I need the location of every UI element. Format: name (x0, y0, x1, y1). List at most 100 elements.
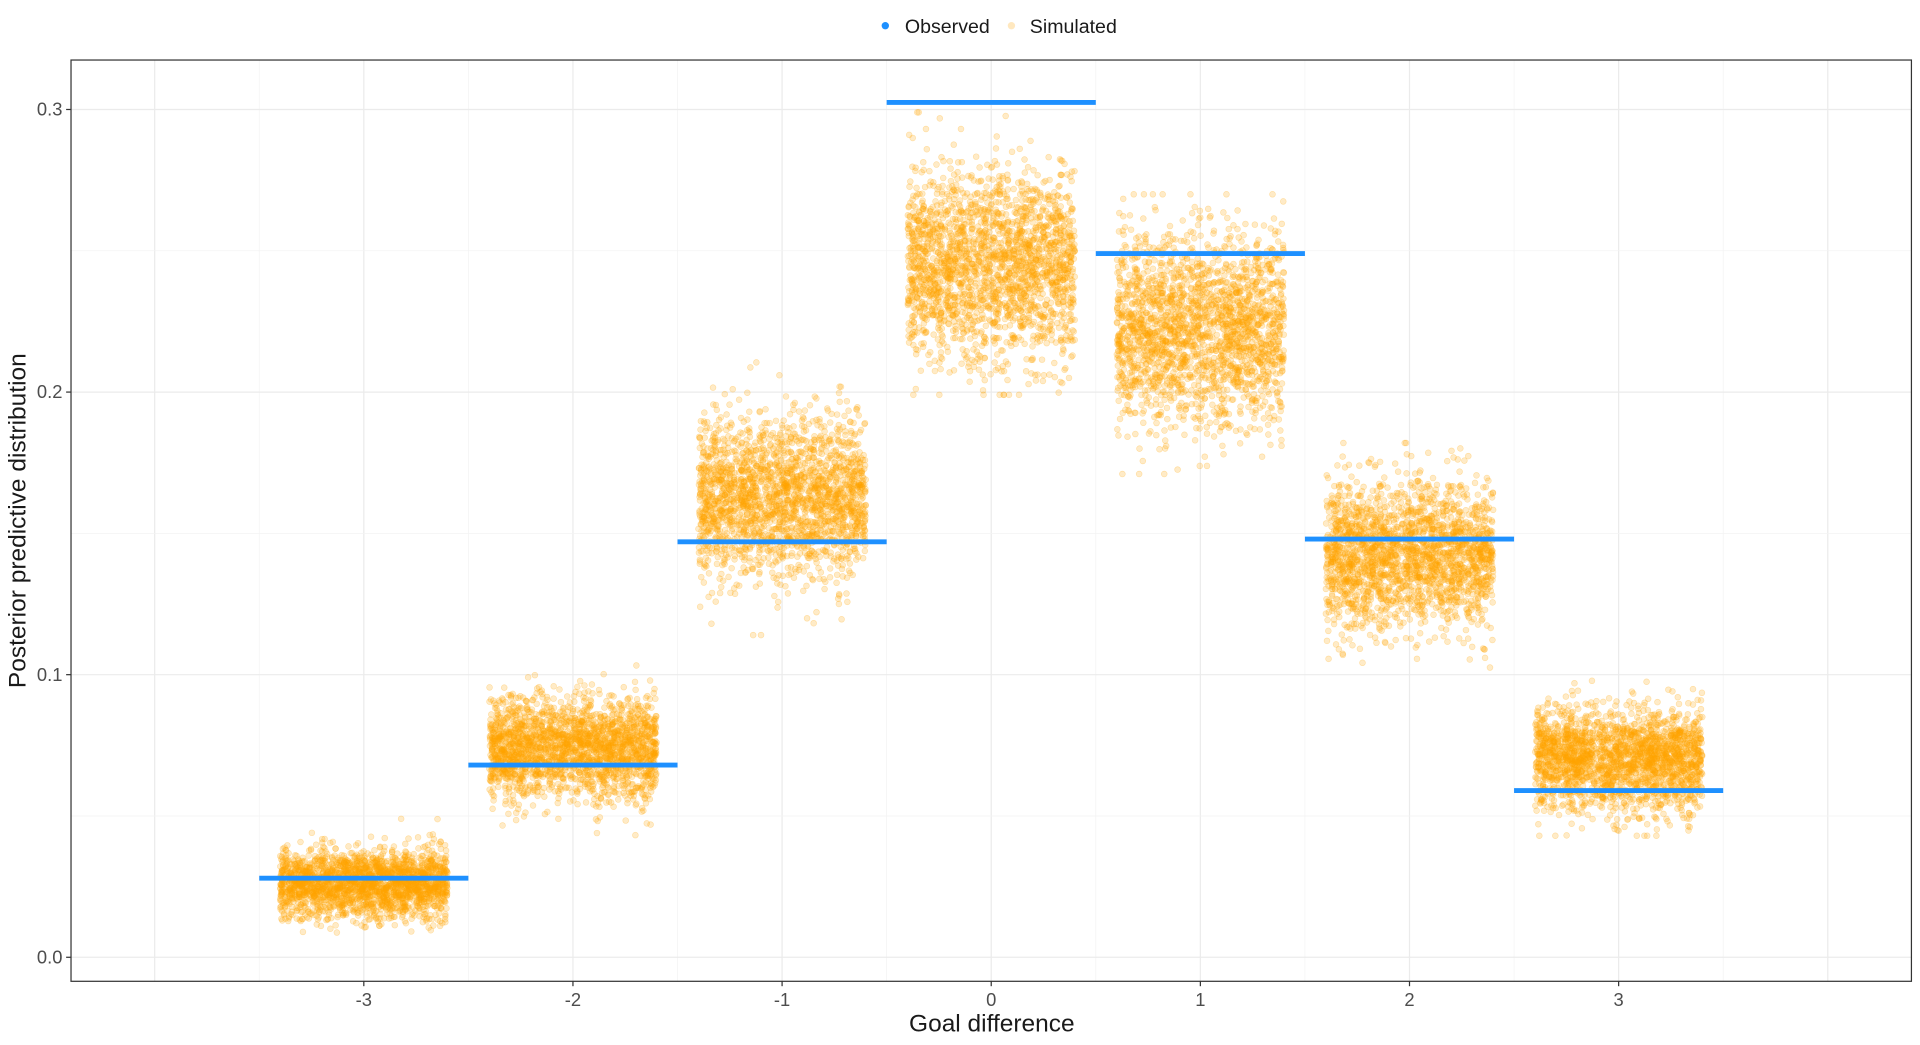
simulated-point (389, 846, 396, 854)
simulated-point (288, 894, 295, 901)
legend-observed-label: Observed (905, 16, 990, 38)
simulated-point (598, 729, 605, 736)
simulated-point (356, 857, 363, 864)
simulated-point (757, 631, 765, 639)
simulated-point (524, 674, 532, 681)
simulated-point (435, 883, 443, 891)
simulated-point (419, 869, 427, 876)
simulated-point (576, 725, 583, 733)
simulated-point (309, 867, 317, 874)
simulated-point (384, 862, 391, 870)
simulated-point (646, 677, 654, 684)
simulated-point (358, 885, 366, 893)
simulated-point (644, 723, 652, 731)
simulated-point (437, 897, 444, 904)
simulated-point (574, 683, 581, 691)
simulated-point (420, 887, 427, 894)
simulated-point (404, 881, 412, 889)
simulated-point (578, 741, 585, 748)
simulated-point (362, 861, 369, 869)
simulated-point (391, 885, 399, 893)
simulated-point (304, 908, 312, 915)
simulated-point (352, 866, 359, 874)
simulated-point (347, 864, 354, 872)
simulated-point (345, 843, 352, 850)
simulated-point (370, 898, 378, 906)
simulated-point (295, 866, 303, 874)
simulated-point (320, 903, 327, 911)
simulated-point (502, 800, 509, 808)
simulated-point (610, 693, 617, 700)
simulated-point (513, 750, 521, 757)
simulated-point (427, 926, 435, 934)
simulated-point (580, 697, 588, 705)
simulated-point (532, 722, 539, 730)
simulated-point (394, 881, 402, 888)
simulated-point (507, 692, 515, 700)
simulated-point (489, 805, 496, 813)
simulated-point (428, 857, 435, 864)
simulated-point (538, 788, 546, 796)
simulated-point (363, 900, 370, 908)
simulated-point (296, 888, 303, 895)
simulated-point (297, 838, 304, 846)
simulated-point (496, 736, 504, 743)
simulated-point (406, 887, 414, 894)
simulated-point (640, 777, 647, 785)
simulated-point (408, 928, 415, 935)
simulated-point (402, 857, 410, 865)
simulated-point (415, 904, 423, 912)
simulated-point (279, 917, 286, 924)
simulated-point (313, 865, 321, 872)
simulated-point (437, 904, 444, 912)
simulated-point (310, 894, 318, 901)
simulated-point (341, 860, 348, 867)
simulated-point (495, 783, 502, 791)
simulated-point (600, 670, 607, 678)
simulated-point (414, 834, 422, 841)
simulated-point (439, 882, 447, 889)
simulated-point (434, 891, 442, 899)
simulated-point (327, 839, 334, 847)
simulated-point (395, 865, 403, 873)
simulated-point (593, 829, 601, 837)
simulated-point (491, 750, 498, 758)
simulated-point (303, 914, 311, 921)
simulated-point (282, 888, 289, 896)
simulated-point (354, 859, 361, 867)
simulated-point (549, 707, 556, 715)
simulated-point (394, 891, 402, 898)
simulated-point (285, 857, 292, 864)
simulated-point (369, 859, 376, 867)
simulated-point (347, 900, 354, 907)
simulated-point (618, 754, 626, 762)
simulated-point (498, 695, 506, 702)
simulated-point (649, 750, 657, 757)
simulated-point (319, 886, 326, 893)
simulated-point (544, 696, 551, 704)
simulated-point (544, 750, 552, 758)
simulated-point (410, 863, 417, 871)
simulated-point (551, 727, 559, 734)
simulated-point (556, 715, 563, 722)
simulated-point (514, 805, 522, 813)
simulated-point (311, 886, 318, 894)
simulated-point (566, 772, 573, 780)
simulated-point (564, 708, 571, 716)
simulated-point (323, 853, 330, 860)
simulated-point (610, 787, 617, 795)
simulated-point (512, 816, 520, 824)
simulated-point (398, 868, 405, 876)
simulated-point (370, 900, 377, 908)
simulated-point (332, 845, 339, 852)
simulated-point (332, 922, 339, 929)
simulated-point (488, 711, 495, 718)
simulated-point (376, 922, 383, 929)
simulated-point (570, 692, 578, 700)
simulated-point (338, 894, 346, 902)
simulated-point (633, 800, 640, 808)
simulated-point (611, 734, 619, 741)
simulated-point (354, 894, 362, 901)
simulated-point (293, 862, 300, 870)
simulated-point (364, 881, 372, 889)
